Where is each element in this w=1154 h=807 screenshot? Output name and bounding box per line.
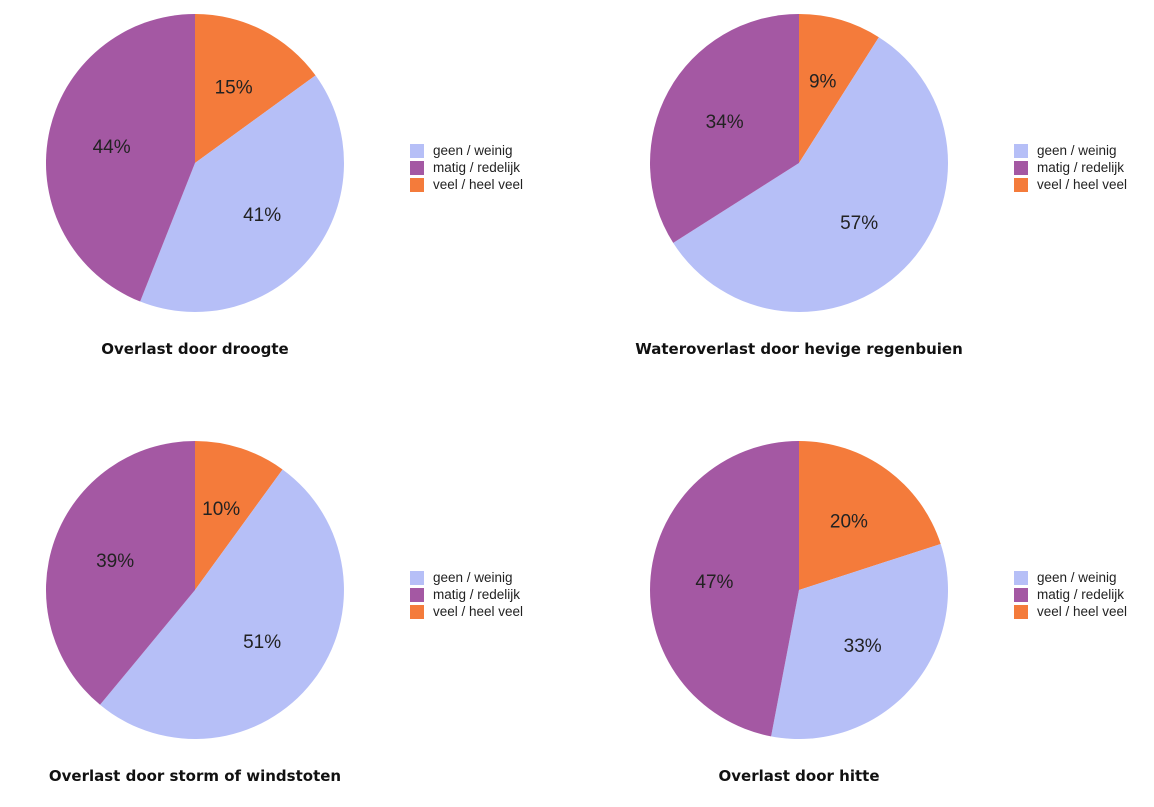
- legend-label: veel / heel veel: [433, 177, 524, 192]
- legend-label: veel / heel veel: [1037, 604, 1128, 619]
- chart-panel-storm: 10% 51% 39% geen / weinig matig / redelijk…: [20, 427, 580, 807]
- slice-label-veel-heel-veel: 15%: [215, 77, 253, 98]
- legend-item-veel-heel-veel: veel / heel veel: [410, 177, 580, 192]
- slice-label-geen-weinig: 33%: [844, 636, 882, 657]
- legend-label: matig / redelijk: [1037, 160, 1125, 175]
- legend: geen / weinig matig / redelijk veel / he…: [410, 143, 580, 194]
- legend: geen / weinig matig / redelijk veel / he…: [1014, 570, 1154, 621]
- legend-label: matig / redelijk: [433, 160, 521, 175]
- legend-label: geen / weinig: [1037, 570, 1117, 585]
- pie-chart: 15% 41% 44%: [45, 14, 344, 313]
- legend-label: geen / weinig: [433, 143, 513, 158]
- pie-chart: 9% 57% 34%: [650, 14, 949, 313]
- legend-item-veel-heel-veel: veel / heel veel: [410, 604, 580, 619]
- pie-slice-veel-heel-veel: [195, 441, 283, 590]
- legend-swatch: [410, 570, 424, 585]
- slice-label-veel-heel-veel: 10%: [202, 499, 240, 520]
- legend-item-matig-redelijk: matig / redelijk: [410, 587, 580, 602]
- legend-item-geen-weinig: geen / weinig: [1014, 143, 1154, 158]
- pie-slice-geen-weinig: [771, 543, 949, 739]
- pie-chart: 20% 33% 47%: [650, 441, 949, 739]
- slice-label-geen-weinig: 57%: [840, 213, 878, 234]
- legend-swatch: [1014, 177, 1028, 192]
- legend-item-geen-weinig: geen / weinig: [410, 570, 580, 585]
- legend-swatch: [1014, 160, 1028, 175]
- legend-item-geen-weinig: geen / weinig: [1014, 570, 1154, 585]
- pie-slice-veel-heel-veel: [195, 14, 316, 163]
- pie-slice-matig-redelijk: [45, 14, 196, 302]
- legend-swatch: [410, 604, 424, 619]
- slice-label-matig-redelijk: 47%: [695, 572, 733, 593]
- legend-label: veel / heel veel: [1037, 177, 1128, 192]
- slice-label-veel-heel-veel: 20%: [830, 511, 868, 532]
- legend-item-matig-redelijk: matig / redelijk: [1014, 160, 1154, 175]
- legend: geen / weinig matig / redelijk veel / he…: [410, 570, 580, 621]
- pie-slice-veel-heel-veel: [799, 441, 941, 590]
- legend-label: geen / weinig: [433, 570, 513, 585]
- chart-title: Overlast door hitte: [718, 767, 880, 785]
- legend-item-matig-redelijk: matig / redelijk: [1014, 587, 1154, 602]
- legend-swatch: [410, 143, 424, 158]
- legend-swatch: [1014, 587, 1028, 602]
- legend-swatch: [1014, 143, 1028, 158]
- legend: geen / weinig matig / redelijk veel / he…: [1014, 143, 1154, 194]
- pie-slice-matig-redelijk: [45, 441, 196, 705]
- slice-label-geen-weinig: 41%: [243, 205, 281, 226]
- legend-swatch: [410, 160, 424, 175]
- legend-swatch: [1014, 604, 1028, 619]
- legend-label: geen / weinig: [1037, 143, 1117, 158]
- legend-swatch: [410, 177, 424, 192]
- pie-slice-veel-heel-veel: [799, 14, 879, 163]
- chart-title: Wateroverlast door hevige regenbuien: [635, 340, 963, 358]
- chart-title: Overlast door droogte: [101, 340, 289, 358]
- legend-swatch: [410, 587, 424, 602]
- legend-label: matig / redelijk: [1037, 587, 1125, 602]
- chart-panel-hitte: 20% 33% 47% geen / weinig matig / redelijk…: [624, 427, 1154, 807]
- legend-item-veel-heel-veel: veel / heel veel: [1014, 604, 1154, 619]
- pie-slice-geen-weinig: [100, 469, 344, 739]
- legend-label: matig / redelijk: [433, 587, 521, 602]
- slice-label-matig-redelijk: 34%: [706, 112, 744, 133]
- legend-label: veel / heel veel: [433, 604, 524, 619]
- legend-item-veel-heel-veel: veel / heel veel: [1014, 177, 1154, 192]
- slice-label-matig-redelijk: 44%: [93, 137, 131, 158]
- slice-label-geen-weinig: 51%: [243, 632, 281, 653]
- legend-item-matig-redelijk: matig / redelijk: [410, 160, 580, 175]
- slice-label-veel-heel-veel: 9%: [809, 71, 837, 92]
- chart-title: Overlast door storm of windstoten: [48, 767, 342, 785]
- slice-label-matig-redelijk: 39%: [96, 551, 134, 572]
- legend-swatch: [1014, 570, 1028, 585]
- chart-panel-droogte: 15% 41% 44% geen / weinig matig / redelijk…: [20, 0, 580, 380]
- pie-chart: 10% 51% 39%: [45, 441, 344, 739]
- legend-item-geen-weinig: geen / weinig: [410, 143, 580, 158]
- pie-slice-matig-redelijk: [650, 14, 799, 243]
- chart-panel-wateroverlast: 9% 57% 34% geen / weinig matig / redelijk …: [624, 0, 1154, 380]
- pie-slice-geen-weinig: [673, 37, 949, 313]
- pie-slice-matig-redelijk: [650, 441, 799, 737]
- pie-slice-geen-weinig: [140, 75, 344, 313]
